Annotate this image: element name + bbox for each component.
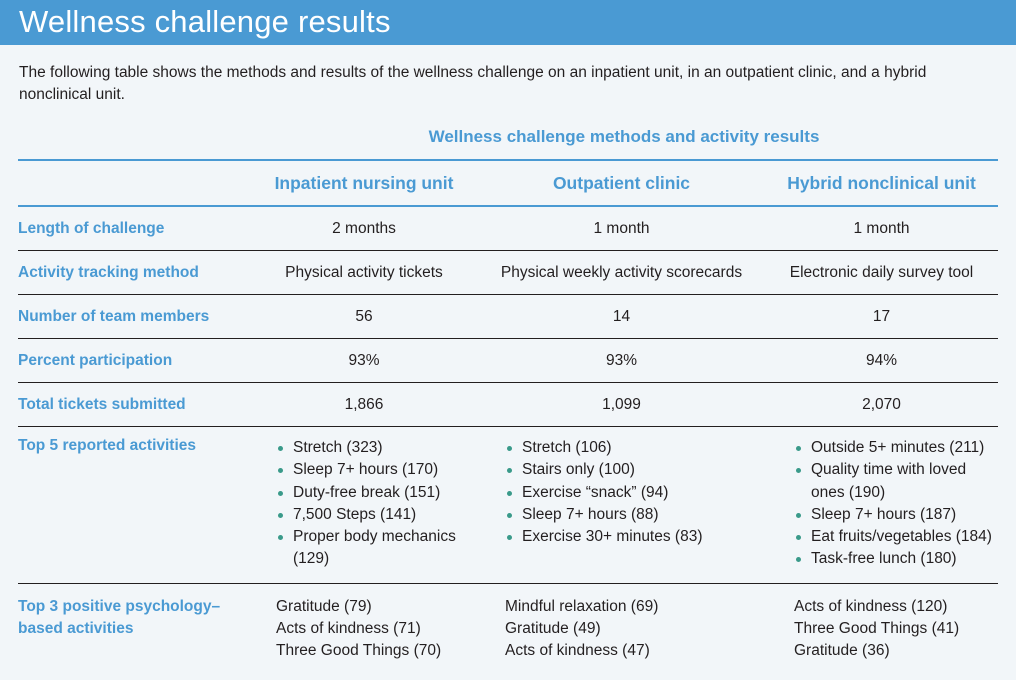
table-cell: 1 month — [765, 206, 998, 251]
list-item: Proper body mechanics (129) — [276, 526, 478, 571]
table-cell: Stretch (106) Stairs only (100) Exercise “… — [478, 426, 765, 584]
list-item: Acts of kindness (47) — [505, 641, 650, 659]
list-item: Eat fruits/vegetables (184) — [794, 526, 998, 548]
column-header: Inpatient nursing unit — [250, 159, 478, 207]
table-cell: Gratitude (79) Acts of kindness (71) Three… — [250, 583, 478, 674]
row-label: Top 5 reported activities — [18, 426, 250, 584]
table-cell: 1,099 — [478, 382, 765, 427]
table-row-top5: Top 5 reported activities Stretch (323) Sl… — [18, 426, 998, 584]
activity-list: Stretch (323) Sleep 7+ hours (170) Duty-fr… — [276, 437, 478, 571]
activity-list: Mindful relaxation (69) Gratitude (49) Act… — [505, 596, 765, 662]
row-label: Total tickets submitted — [18, 382, 250, 427]
table-cell: 17 — [765, 294, 998, 339]
activity-list: Outside 5+ minutes (211) Quality time wit… — [794, 437, 998, 571]
row-label: Percent participation — [18, 338, 250, 383]
list-item: 7,500 Steps (141) — [276, 504, 478, 526]
intro-text: The following table shows the methods an… — [19, 64, 927, 103]
list-item: Stretch (106) — [505, 437, 765, 459]
list-item: Three Good Things (70) — [276, 641, 442, 659]
list-item: Exercise 30+ minutes (83) — [505, 526, 765, 548]
table-cell: 56 — [250, 294, 478, 339]
list-item: Exercise “snack” (94) — [505, 482, 765, 504]
row-label: Length of challenge — [18, 206, 250, 251]
list-item: Acts of kindness (120) — [794, 597, 948, 615]
table-cell: 94% — [765, 338, 998, 383]
list-item: Sleep 7+ hours (88) — [505, 504, 765, 526]
list-item: Gratitude (36) — [794, 641, 890, 659]
list-item: Task-free lunch (180) — [794, 548, 998, 570]
table-cell: 1 month — [478, 206, 765, 251]
table-cell: Mindful relaxation (69) Gratitude (49) Act… — [478, 583, 765, 674]
results-table: Inpatient nursing unit Outpatient clinic… — [18, 159, 998, 674]
table-cell: 14 — [478, 294, 765, 339]
list-item: Sleep 7+ hours (170) — [276, 459, 478, 481]
activity-list: Acts of kindness (120) Three Good Things … — [794, 596, 998, 662]
column-header-empty — [18, 159, 250, 207]
table-cell: 93% — [478, 338, 765, 383]
list-item: Three Good Things (41) — [794, 619, 960, 637]
list-item: Outside 5+ minutes (211) — [794, 437, 998, 459]
list-item: Mindful relaxation (69) — [505, 597, 659, 615]
list-item: Acts of kindness (71) — [276, 619, 421, 637]
list-item: Stretch (323) — [276, 437, 478, 459]
table-row: Number of team members 56 14 17 — [18, 294, 998, 339]
table-cell: 93% — [250, 338, 478, 383]
list-item: Stairs only (100) — [505, 459, 765, 481]
table-cell: 2,070 — [765, 382, 998, 427]
table-row: Activity tracking method Physical activit… — [18, 250, 998, 295]
table-cell: Outside 5+ minutes (211) Quality time wit… — [765, 426, 998, 584]
table-cell: 2 months — [250, 206, 478, 251]
column-header: Outpatient clinic — [478, 159, 765, 207]
table-cell: Physical activity tickets — [250, 250, 478, 295]
table-cell: Acts of kindness (120) Three Good Things … — [765, 583, 998, 674]
list-item: Gratitude (79) — [276, 597, 372, 615]
table-row: Length of challenge 2 months 1 month 1 mont… — [18, 206, 998, 251]
page-title: Wellness challenge results — [19, 4, 391, 39]
row-label: Top 3 positive psychology–based activiti… — [18, 597, 221, 637]
list-item: Sleep 7+ hours (187) — [794, 504, 998, 526]
table-header-row: Inpatient nursing unit Outpatient clinic… — [18, 159, 998, 207]
header-bar: Wellness challenge results — [0, 0, 1016, 45]
table-cell: 1,866 — [250, 382, 478, 427]
table-row-top3: Top 3 positive psychology–based activiti… — [18, 583, 998, 674]
table-title: Wellness challenge methods and activity … — [428, 127, 820, 146]
list-item: Gratitude (49) — [505, 619, 601, 637]
table-cell: Physical weekly activity scorecards — [478, 250, 765, 295]
list-item: Duty-free break (151) — [276, 482, 478, 504]
row-label: Activity tracking method — [18, 250, 250, 295]
column-header: Hybrid nonclinical unit — [765, 159, 998, 207]
table-cell: Stretch (323) Sleep 7+ hours (170) Duty-fr… — [250, 426, 478, 584]
list-item: Quality time with loved ones (190) — [794, 459, 998, 504]
activity-list: Gratitude (79) Acts of kindness (71) Three… — [276, 596, 478, 662]
row-label: Number of team members — [18, 294, 250, 339]
activity-list: Stretch (106) Stairs only (100) Exercise “… — [505, 437, 765, 548]
table-row: Percent participation 93% 93% 94% — [18, 338, 998, 383]
table-row: Total tickets submitted 1,866 1,099 2,070 — [18, 382, 998, 427]
table-cell: Electronic daily survey tool — [765, 250, 998, 295]
